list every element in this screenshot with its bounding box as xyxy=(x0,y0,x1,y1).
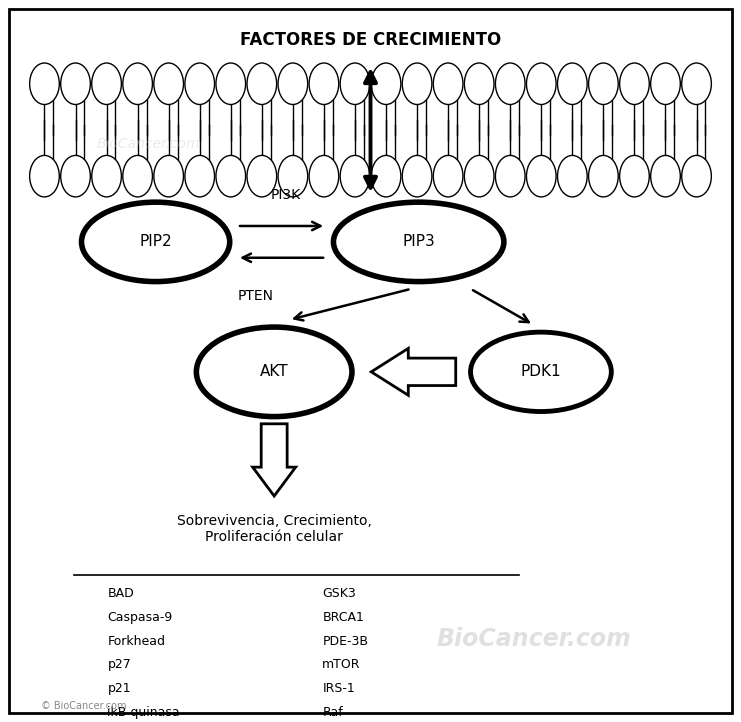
Text: IRS-1: IRS-1 xyxy=(322,682,355,695)
Text: GSK3: GSK3 xyxy=(322,587,356,600)
Ellipse shape xyxy=(333,202,504,282)
Text: ikB quinasa: ikB quinasa xyxy=(107,706,180,719)
Text: Raf: Raf xyxy=(322,706,343,719)
Ellipse shape xyxy=(61,63,90,105)
Text: BRCA1: BRCA1 xyxy=(322,611,365,624)
Ellipse shape xyxy=(465,63,494,105)
Ellipse shape xyxy=(371,63,401,105)
Ellipse shape xyxy=(196,327,352,417)
Text: Sobrevivencia, Crecimiento,
Proliferación celular: Sobrevivencia, Crecimiento, Proliferació… xyxy=(177,514,371,544)
Ellipse shape xyxy=(123,63,153,105)
Ellipse shape xyxy=(588,155,618,197)
Text: PIP3: PIP3 xyxy=(402,235,435,249)
Ellipse shape xyxy=(471,332,611,412)
Ellipse shape xyxy=(340,63,370,105)
Ellipse shape xyxy=(526,155,556,197)
Text: PTEN: PTEN xyxy=(238,289,273,303)
Ellipse shape xyxy=(651,63,680,105)
Ellipse shape xyxy=(61,155,90,197)
Text: BioCancer.com: BioCancer.com xyxy=(436,627,631,651)
Ellipse shape xyxy=(588,63,618,105)
Ellipse shape xyxy=(123,155,153,197)
Ellipse shape xyxy=(278,63,308,105)
Text: mTOR: mTOR xyxy=(322,658,361,671)
Ellipse shape xyxy=(433,155,463,197)
Text: PDK1: PDK1 xyxy=(521,365,561,379)
Text: Caspasa-9: Caspasa-9 xyxy=(107,611,173,624)
Ellipse shape xyxy=(154,63,184,105)
Ellipse shape xyxy=(496,155,525,197)
Ellipse shape xyxy=(30,63,59,105)
Ellipse shape xyxy=(92,155,122,197)
Ellipse shape xyxy=(247,155,276,197)
Ellipse shape xyxy=(309,155,339,197)
Text: © BioCancer.com: © BioCancer.com xyxy=(41,701,126,711)
Ellipse shape xyxy=(557,63,587,105)
Ellipse shape xyxy=(216,155,245,197)
Ellipse shape xyxy=(92,63,122,105)
Ellipse shape xyxy=(402,155,432,197)
Ellipse shape xyxy=(185,155,215,197)
FancyArrow shape xyxy=(371,349,456,396)
Ellipse shape xyxy=(371,155,401,197)
Text: FACTORES DE CRECIMIENTO: FACTORES DE CRECIMIENTO xyxy=(240,31,501,48)
Text: p21: p21 xyxy=(107,682,131,695)
Text: PI3K: PI3K xyxy=(270,188,300,202)
Text: p27: p27 xyxy=(107,658,131,671)
Ellipse shape xyxy=(433,63,463,105)
Ellipse shape xyxy=(82,202,230,282)
Ellipse shape xyxy=(185,63,215,105)
Ellipse shape xyxy=(309,63,339,105)
Ellipse shape xyxy=(465,155,494,197)
Ellipse shape xyxy=(402,63,432,105)
Ellipse shape xyxy=(247,63,276,105)
Ellipse shape xyxy=(619,63,649,105)
Text: PDE-3B: PDE-3B xyxy=(322,635,368,648)
Ellipse shape xyxy=(278,155,308,197)
Ellipse shape xyxy=(340,155,370,197)
Text: PIP2: PIP2 xyxy=(139,235,172,249)
Text: BioCancer.com: BioCancer.com xyxy=(96,137,200,152)
Ellipse shape xyxy=(682,63,711,105)
Ellipse shape xyxy=(30,155,59,197)
Text: BAD: BAD xyxy=(107,587,134,600)
Ellipse shape xyxy=(651,155,680,197)
Text: Forkhead: Forkhead xyxy=(107,635,165,648)
Ellipse shape xyxy=(496,63,525,105)
Text: AKT: AKT xyxy=(260,365,288,379)
Ellipse shape xyxy=(619,155,649,197)
Ellipse shape xyxy=(526,63,556,105)
Ellipse shape xyxy=(682,155,711,197)
Ellipse shape xyxy=(557,155,587,197)
FancyArrow shape xyxy=(253,424,296,496)
Ellipse shape xyxy=(154,155,184,197)
Ellipse shape xyxy=(216,63,245,105)
